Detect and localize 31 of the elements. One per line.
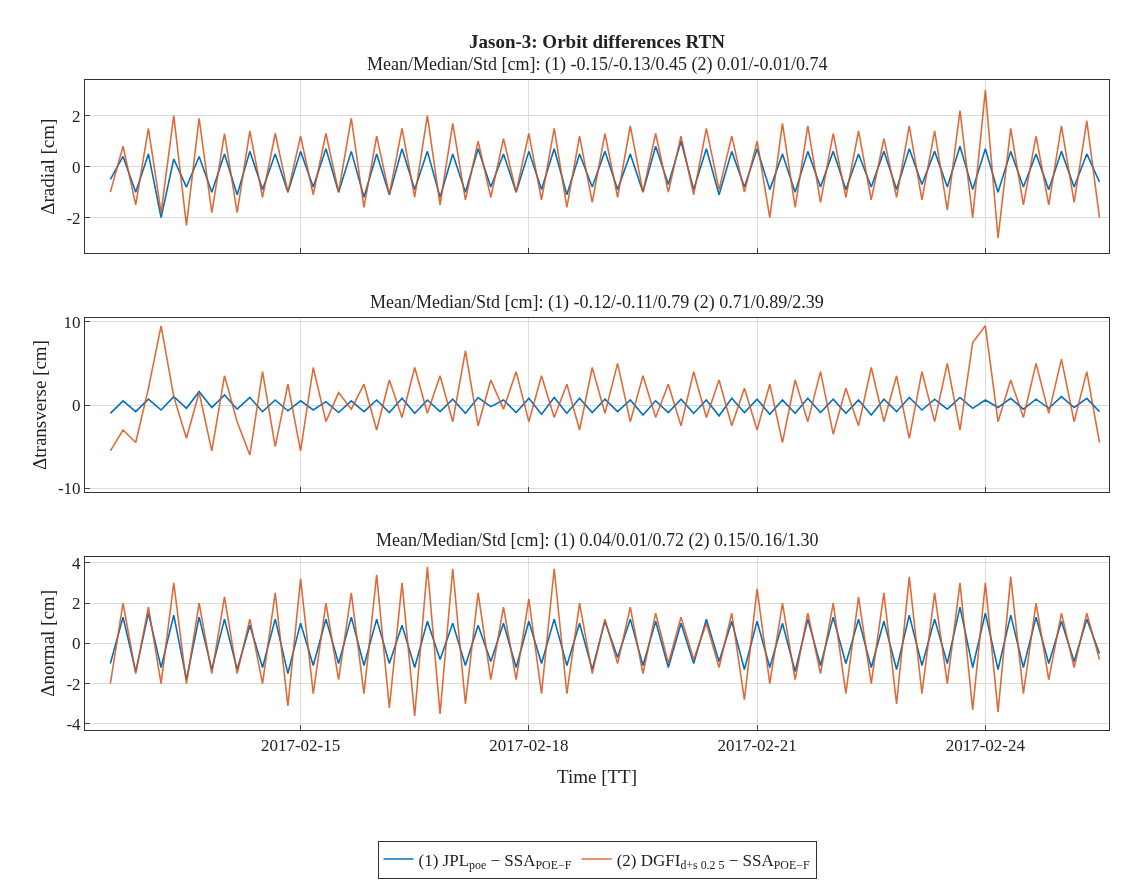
y-tick-label: -10 xyxy=(57,479,81,499)
x-tick-label: 2017-02-21 xyxy=(717,736,797,756)
legend-label: (2) DGFI$_{d+s 0.2 5}$ − SSA$_{POE−F}$ xyxy=(616,850,810,873)
y-tick-label: 2 xyxy=(72,106,81,126)
y-tick-label: 0 xyxy=(72,157,81,177)
x-tick-label: 2017-02-24 xyxy=(945,736,1026,756)
line-series xyxy=(109,390,1101,417)
y-tick-label: 0 xyxy=(72,634,81,654)
y-tick-label: 2 xyxy=(72,593,81,613)
chart-subtitle: Mean/Median/Std [cm]: (1) -0.15/-0.13/0.45 (2) 0.01/-0.01/0.74 xyxy=(367,54,828,75)
line-series xyxy=(109,565,1101,717)
y-axis-title: Δtransverse [cm] xyxy=(28,340,50,470)
line-series xyxy=(109,140,1101,219)
chart-subtitle: Mean/Median/Std [cm]: (1) 0.04/0.01/0.72 (2) 0.15/0.16/1.30 xyxy=(376,530,819,551)
y-tick-label: 10 xyxy=(63,312,81,332)
line-series xyxy=(109,325,1101,456)
chart-subtitle: Mean/Median/Std [cm]: (1) -0.12/-0.11/0.79 (2) 0.71/0.89/2.39 xyxy=(370,292,824,313)
y-tick-label: 4 xyxy=(72,553,82,573)
y-tick-label: -2 xyxy=(66,208,81,228)
line-series xyxy=(109,606,1101,681)
legend-label: (1) JPL$_{poe}$ − SSA$_{POE−F}$ xyxy=(418,850,572,873)
y-tick-label: 0 xyxy=(72,395,81,415)
y-axis-title: Δradial [cm] xyxy=(37,118,59,215)
y-tick-label: -4 xyxy=(66,714,82,734)
line-series xyxy=(109,89,1101,239)
x-tick-label: 2017-02-15 xyxy=(260,736,341,756)
x-axis-title: Time [TT] xyxy=(556,766,638,788)
y-tick-label: -2 xyxy=(66,674,81,694)
chart-title: Jason-3: Orbit differences RTN xyxy=(469,31,726,52)
x-tick-label: 2017-02-18 xyxy=(489,736,569,756)
y-axis-title: Δnormal [cm] xyxy=(37,590,59,697)
